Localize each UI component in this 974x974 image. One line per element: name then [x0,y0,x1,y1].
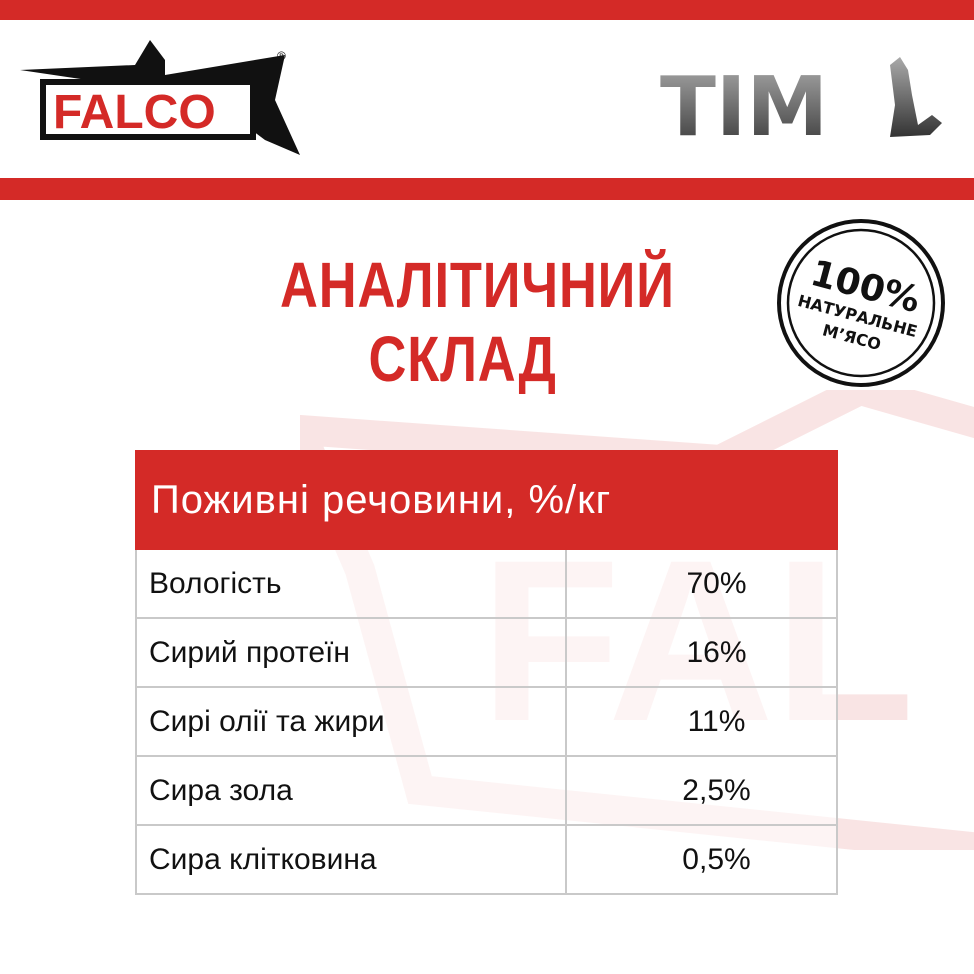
natural-meat-stamp: 100% НАТУРАЛЬНЕ М’ЯСО [777,219,945,387]
table-row: Сира клітковина 0,5% [135,824,838,895]
top-red-stripe [0,0,974,20]
svg-text:®: ® [277,49,286,63]
falco-logo: FALCO ® [20,40,300,155]
bottom-red-stripe [0,178,974,200]
dog-icon [890,57,942,137]
svg-text:FALCO: FALCO [53,86,216,139]
table-row: Вологість 70% [135,548,838,619]
svg-text:TIM: TIM [660,60,828,145]
table-row: Сира зола 2,5% [135,755,838,826]
tim-logo: TIM [660,57,942,145]
nutrients-table: Поживні речовини, %/кг Вологість 70% Сири… [135,450,838,895]
table-row: Сирі олії та жири 11% [135,686,838,757]
title-line-2: СКЛАД [368,323,557,395]
title-line-1: АНАЛІТИЧНИЙ [280,249,675,321]
page-title: АНАЛІТИЧНИЙ СКЛАД [280,248,675,396]
table-header: Поживні речовини, %/кг [135,450,838,550]
table-row: Сирий протеїн 16% [135,617,838,688]
